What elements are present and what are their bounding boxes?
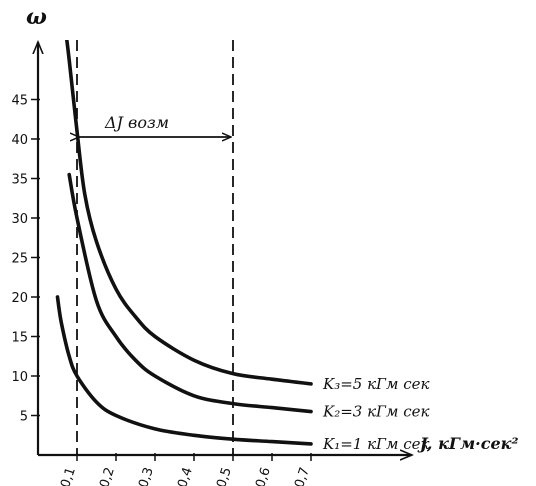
y-tick-label: 15 [11, 331, 28, 346]
ticks: 5 10 15 20 25 30 35 40 45 0,1 0,2 0,3 0,4 0,5 0,6 0,7 [11, 94, 312, 486]
series-label: K₂=3 кГм сек [322, 403, 429, 421]
series-group [55, 40, 313, 446]
y-tick-label: 30 [11, 212, 28, 227]
series-line [65, 40, 313, 386]
x-tick-label: 0,7 [292, 466, 313, 486]
y-tick-label: 35 [11, 173, 28, 188]
y-tick-label: 5 [20, 410, 28, 425]
labels-group: K₁=1 кГм сек K₂=3 кГм сек K₃=5 кГм сек ω J, … [26, 4, 518, 453]
x-tick-label: 0,6 [253, 466, 274, 486]
delta-j-label: ΔJ возм [104, 113, 169, 132]
y-tick-label: 10 [11, 370, 28, 385]
y-tick-label: 25 [11, 252, 28, 267]
series-label: K₃=5 кГм сек [322, 375, 429, 393]
x-tick-label: 0,1 [58, 466, 79, 486]
x-tick-label: 0,3 [136, 466, 157, 486]
axes [38, 42, 412, 455]
series-label: K₁=1 кГм сек [322, 435, 429, 453]
y-tick-label: 45 [11, 94, 28, 109]
x-tick-label: 0,2 [97, 466, 118, 486]
y-axis-title: ω [26, 4, 47, 30]
x-axis-title: J, кГм·сек² [417, 434, 518, 453]
series-line [55, 295, 313, 446]
series-line [67, 172, 313, 414]
y-tick-label: 20 [11, 291, 28, 306]
x-tick-label: 0,4 [175, 466, 196, 486]
y-tick-label: 40 [11, 133, 28, 148]
annotation-group: ΔJ возм [79, 113, 231, 137]
reference-lines [76, 40, 234, 455]
x-tick-label: 0,5 [214, 466, 235, 486]
